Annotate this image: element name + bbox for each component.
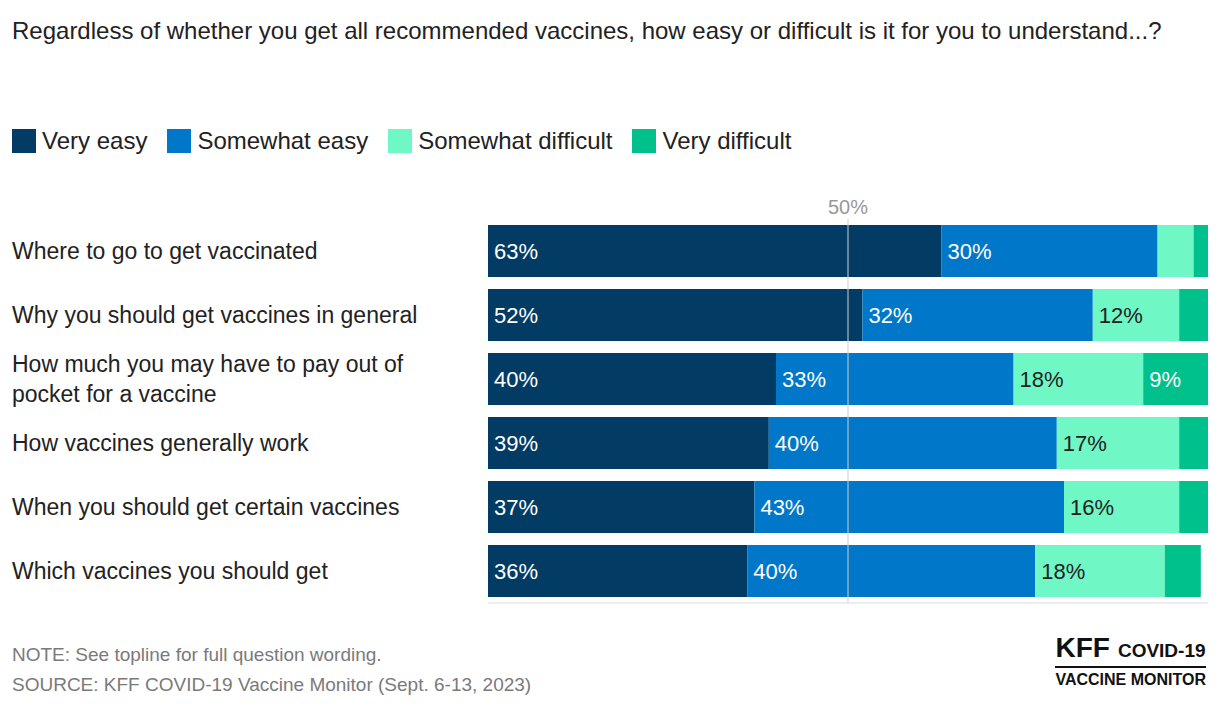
svg-text:9%: 9% xyxy=(1149,367,1181,392)
html-text:Regardless of whether you get: Regardless of whether you get all recomm… xyxy=(12,17,1162,44)
svg-text:40%: 40% xyxy=(753,559,797,584)
html-text:VACCINE MONITOR: VACCINE MONITOR xyxy=(1055,671,1206,688)
svg-text:50%: 50% xyxy=(828,196,868,218)
svg-text:43%: 43% xyxy=(760,495,804,520)
svg-text:63%: 63% xyxy=(494,239,538,264)
svg-text:Why you should get vaccines in: Why you should get vaccines in general xyxy=(12,302,417,328)
html-text:Somewhat difficult: Somewhat difficult xyxy=(418,127,613,154)
svg-text:17%: 17% xyxy=(1063,431,1107,456)
svg-text:37%: 37% xyxy=(494,495,538,520)
html-text:NOTE: See topline for full que: NOTE: See topline for full question word… xyxy=(12,644,382,665)
svg-text:30%: 30% xyxy=(948,239,992,264)
svg-text:36%: 36% xyxy=(494,559,538,584)
svg-text:32%: 32% xyxy=(868,303,912,328)
svg-text:40%: 40% xyxy=(775,431,819,456)
html-text:SOURCE: KFF COVID-19 Vaccine M: SOURCE: KFF COVID-19 Vaccine Monitor (Se… xyxy=(12,674,532,695)
svg-text:16%: 16% xyxy=(1070,495,1114,520)
svg-text:40%: 40% xyxy=(494,367,538,392)
html-text:Somewhat easy: Somewhat easy xyxy=(197,127,369,154)
svg-text:39%: 39% xyxy=(494,431,538,456)
svg-text:52%: 52% xyxy=(494,303,538,328)
svg-text:Where to go to get vaccinated: Where to go to get vaccinated xyxy=(12,238,318,264)
html-text:Very easy: Very easy xyxy=(42,127,148,154)
svg-text:When you should get certain va: When you should get certain vaccines xyxy=(12,494,399,520)
html-text:Very difficult: Very difficult xyxy=(662,127,792,154)
html-text:KFF COVID-19: KFF COVID-19 xyxy=(1055,632,1206,663)
svg-text:12%: 12% xyxy=(1099,303,1143,328)
svg-text:18%: 18% xyxy=(1020,367,1064,392)
svg-text:Which vaccines you should get: Which vaccines you should get xyxy=(12,558,328,584)
svg-text:How vaccines generally work: How vaccines generally work xyxy=(12,430,309,456)
svg-text:18%: 18% xyxy=(1041,559,1085,584)
svg-text:How much you may have to pay o: How much you may have to pay out ofpocke… xyxy=(12,351,404,407)
svg-text:33%: 33% xyxy=(782,367,826,392)
